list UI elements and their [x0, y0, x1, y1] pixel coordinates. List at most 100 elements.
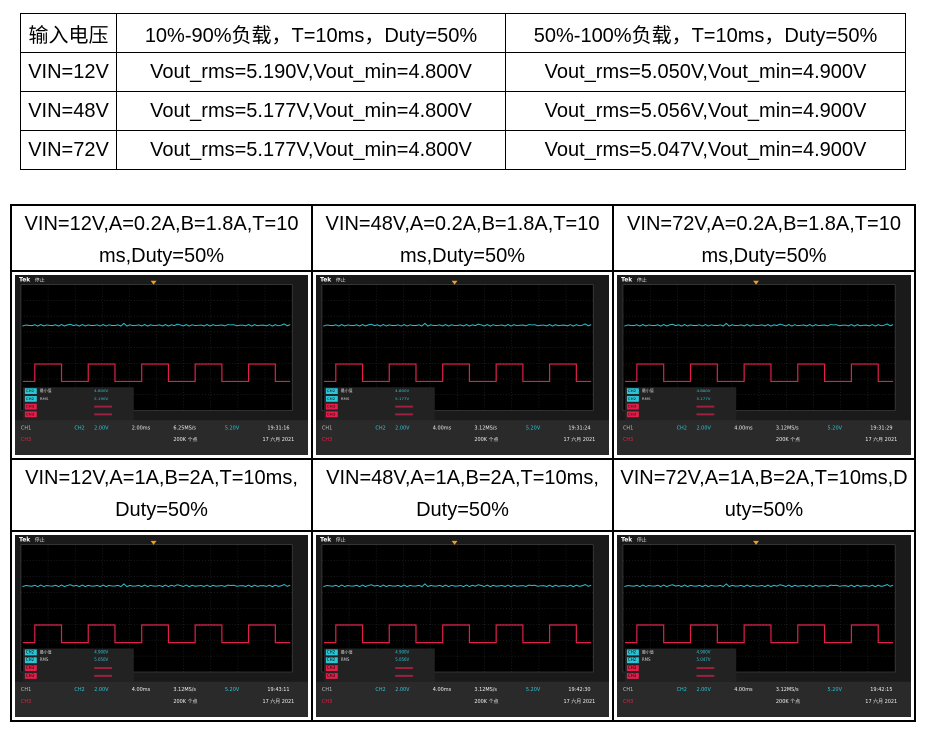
- readout-label: 最小值: [40, 649, 52, 654]
- record-length: 200K 个点: [173, 699, 197, 705]
- channel-label: CH2: [26, 649, 35, 654]
- oscilloscope-screenshot: Tek 停止 CH2 最小值 4.900V CH2 RMS 5.056V CH3 CH3 CH1 CH…: [316, 535, 609, 717]
- cell: VIN=48V: [20, 91, 117, 131]
- channel-badge: [24, 411, 37, 418]
- readout-placeholder: [395, 667, 414, 670]
- ch2-trace: [323, 583, 592, 588]
- channel-label: CH3: [628, 404, 637, 409]
- readout-value: 5.177V: [395, 396, 409, 401]
- ch3-label: CH3: [21, 437, 31, 443]
- scope-grid: VIN=12V,A=0.2A,B=1.8A,T=10ms,Duty=50% Tek…: [10, 204, 916, 722]
- sample-rate: 3.12MS/s: [474, 425, 497, 431]
- readout-label: RMS: [642, 396, 651, 401]
- ch3-trace: [323, 363, 592, 383]
- header-cell: 输入电压: [20, 13, 117, 53]
- date: 17 六月 2021: [865, 698, 897, 705]
- clock: 19:31:16: [267, 425, 289, 431]
- ch2-scale: 2.00V: [696, 687, 711, 693]
- readout-placeholder: [94, 674, 113, 677]
- sample-rate: 3.12MS/s: [776, 425, 799, 431]
- channel-badge: [325, 403, 338, 410]
- ch3-trace: [22, 624, 291, 644]
- trigger-level: 5.20V: [225, 687, 240, 693]
- ch3-trace: [624, 363, 894, 383]
- channel-badge: [626, 649, 639, 656]
- scope-cell: Tek 停止 CH2 最小值 4.800V CH2 RMS 5.190V CH3 CH3 CH1 CH…: [11, 271, 312, 459]
- timebase: 4.00ms: [734, 687, 753, 693]
- channel-badge: [24, 672, 37, 679]
- ch2-label: CH2: [677, 687, 687, 693]
- brand: Tek: [19, 277, 31, 283]
- ch1-label: CH1: [623, 687, 633, 693]
- ch3-label: CH3: [623, 699, 633, 705]
- cell: Vout_rms=5.050V,Vout_min=4.900V: [505, 52, 906, 92]
- sample-rate: 3.12MS/s: [776, 687, 799, 693]
- readout-placeholder: [696, 667, 715, 670]
- readout-placeholder: [395, 674, 414, 677]
- readout-placeholder: [696, 674, 715, 677]
- status-bar: [316, 681, 609, 717]
- status: 停止: [35, 536, 45, 543]
- record-length: 200K 个点: [776, 437, 800, 443]
- trigger-marker: [451, 280, 458, 285]
- channel-badge: [325, 665, 338, 672]
- trigger-level: 5.20V: [828, 687, 843, 693]
- ch3-trace: [22, 363, 291, 383]
- readout-label: RMS: [40, 396, 49, 401]
- ch2-scale: 2.00V: [395, 687, 410, 693]
- readout-value: 5.177V: [696, 396, 710, 401]
- channel-label: CH3: [327, 673, 336, 678]
- ch2-trace: [22, 583, 291, 588]
- channel-badge: [24, 665, 37, 672]
- channel-badge: [626, 395, 639, 402]
- readout-box: [624, 648, 737, 682]
- channel-label: CH3: [628, 665, 637, 670]
- readout-box: [323, 648, 435, 682]
- sample-rate: 6.25MS/s: [173, 425, 196, 431]
- ch2-label: CH2: [677, 425, 687, 431]
- row: VIN=72V Vout_rms=5.177V,Vout_min=4.800V Vo…: [20, 130, 906, 170]
- readout-placeholder: [696, 413, 715, 416]
- brand: Tek: [320, 537, 332, 543]
- channel-label: CH3: [327, 411, 336, 416]
- ch2-label: CH2: [375, 687, 385, 693]
- channel-label: CH2: [327, 396, 336, 401]
- cell: VIN=12V: [20, 52, 117, 92]
- scope-caption: VIN=48V,A=1A,B=2A,T=10ms,Duty=50%: [312, 459, 613, 531]
- channel-badge: [24, 649, 37, 656]
- ch2-scale: 2.00V: [696, 425, 711, 431]
- cell: Vout_rms=5.047V,Vout_min=4.900V: [505, 130, 906, 170]
- summary-table: 输入电压 10%-90%负载，T=10ms，Duty=50% 50%-100%负…: [20, 13, 906, 170]
- channel-label: CH3: [327, 665, 336, 670]
- readout-placeholder: [395, 413, 414, 416]
- ch2-scale: 2.00V: [395, 425, 410, 431]
- channel-badge: [24, 657, 37, 664]
- readout-label: RMS: [642, 657, 651, 662]
- channel-badge: [325, 672, 338, 679]
- channel-label: CH2: [327, 388, 336, 393]
- channel-label: CH3: [628, 411, 637, 416]
- trigger-level: 5.20V: [828, 425, 843, 431]
- channel-label: CH2: [26, 388, 35, 393]
- channel-label: CH3: [26, 411, 35, 416]
- oscilloscope-screenshot: Tek 停止 CH2 最小值 4.800V CH2 RMS 5.177V CH3 CH3 CH1 CH…: [617, 275, 911, 455]
- channel-badge: [626, 411, 639, 418]
- readout-value: 5.047V: [696, 657, 710, 662]
- channel-badge: [626, 388, 639, 395]
- channel-badge: [325, 395, 338, 402]
- record-length: 200K 个点: [173, 437, 197, 443]
- readout-value: 4.800V: [94, 388, 108, 393]
- sample-rate: 3.12MS/s: [474, 687, 497, 693]
- row: VIN=12V Vout_rms=5.190V,Vout_min=4.800V Vo…: [20, 52, 906, 92]
- date: 17 六月 2021: [563, 436, 595, 443]
- scope-caption: VIN=72V,A=1A,B=2A,T=10ms,Duty=50%: [613, 459, 915, 531]
- record-length: 200K 个点: [474, 699, 498, 705]
- channel-label: CH3: [26, 673, 35, 678]
- channel-badge: [24, 395, 37, 402]
- brand: Tek: [320, 277, 332, 283]
- scope-cell: Tek 停止 CH2 最小值 4.800V CH2 RMS 5.177V CH3 CH3 CH1 CH…: [613, 271, 915, 459]
- scope-cell: Tek 停止 CH2 最小值 4.800V CH2 RMS 5.177V CH3 CH3 CH1 CH…: [312, 271, 613, 459]
- channel-badge: [325, 649, 338, 656]
- status-bar: [15, 681, 308, 717]
- ch3-label: CH3: [322, 699, 332, 705]
